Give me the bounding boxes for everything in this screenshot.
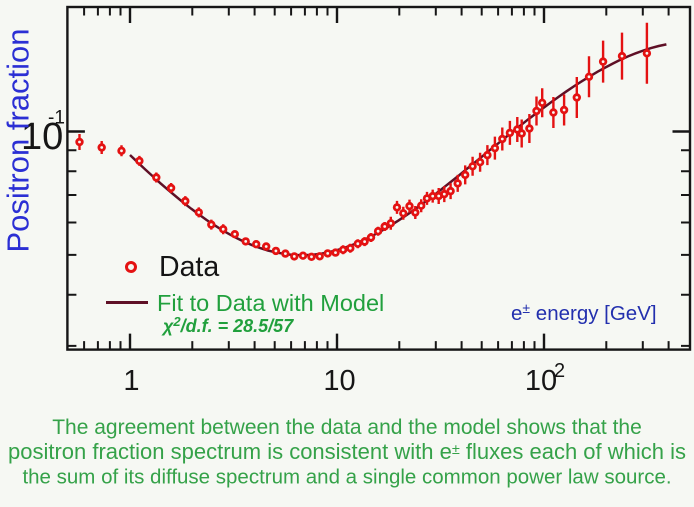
svg-text:10: 10 — [21, 116, 63, 158]
svg-text:positron fraction spectrum is: positron fraction spectrum is consistent… — [8, 439, 686, 464]
svg-text:Data: Data — [159, 251, 219, 283]
svg-text:The agreement between the data: The agreement between the data and the m… — [52, 416, 642, 439]
svg-text:10: 10 — [525, 365, 557, 397]
svg-text:Fit to Data with Model: Fit to Data with Model — [157, 290, 384, 316]
svg-text:the sum of its diffuse spectru: the sum of its diffuse spectrum and a si… — [22, 466, 671, 489]
svg-text:-1: -1 — [48, 108, 65, 129]
svg-text:2: 2 — [554, 360, 565, 382]
svg-text:1: 1 — [123, 365, 139, 397]
svg-text:χ2/d.f. = 28.5/57: χ2/d.f. = 28.5/57 — [161, 314, 294, 336]
svg-text:e± energy [GeV]: e± energy [GeV] — [511, 300, 657, 325]
svg-text:10: 10 — [323, 365, 355, 397]
svg-text:Positron fraction: Positron fraction — [1, 29, 36, 253]
